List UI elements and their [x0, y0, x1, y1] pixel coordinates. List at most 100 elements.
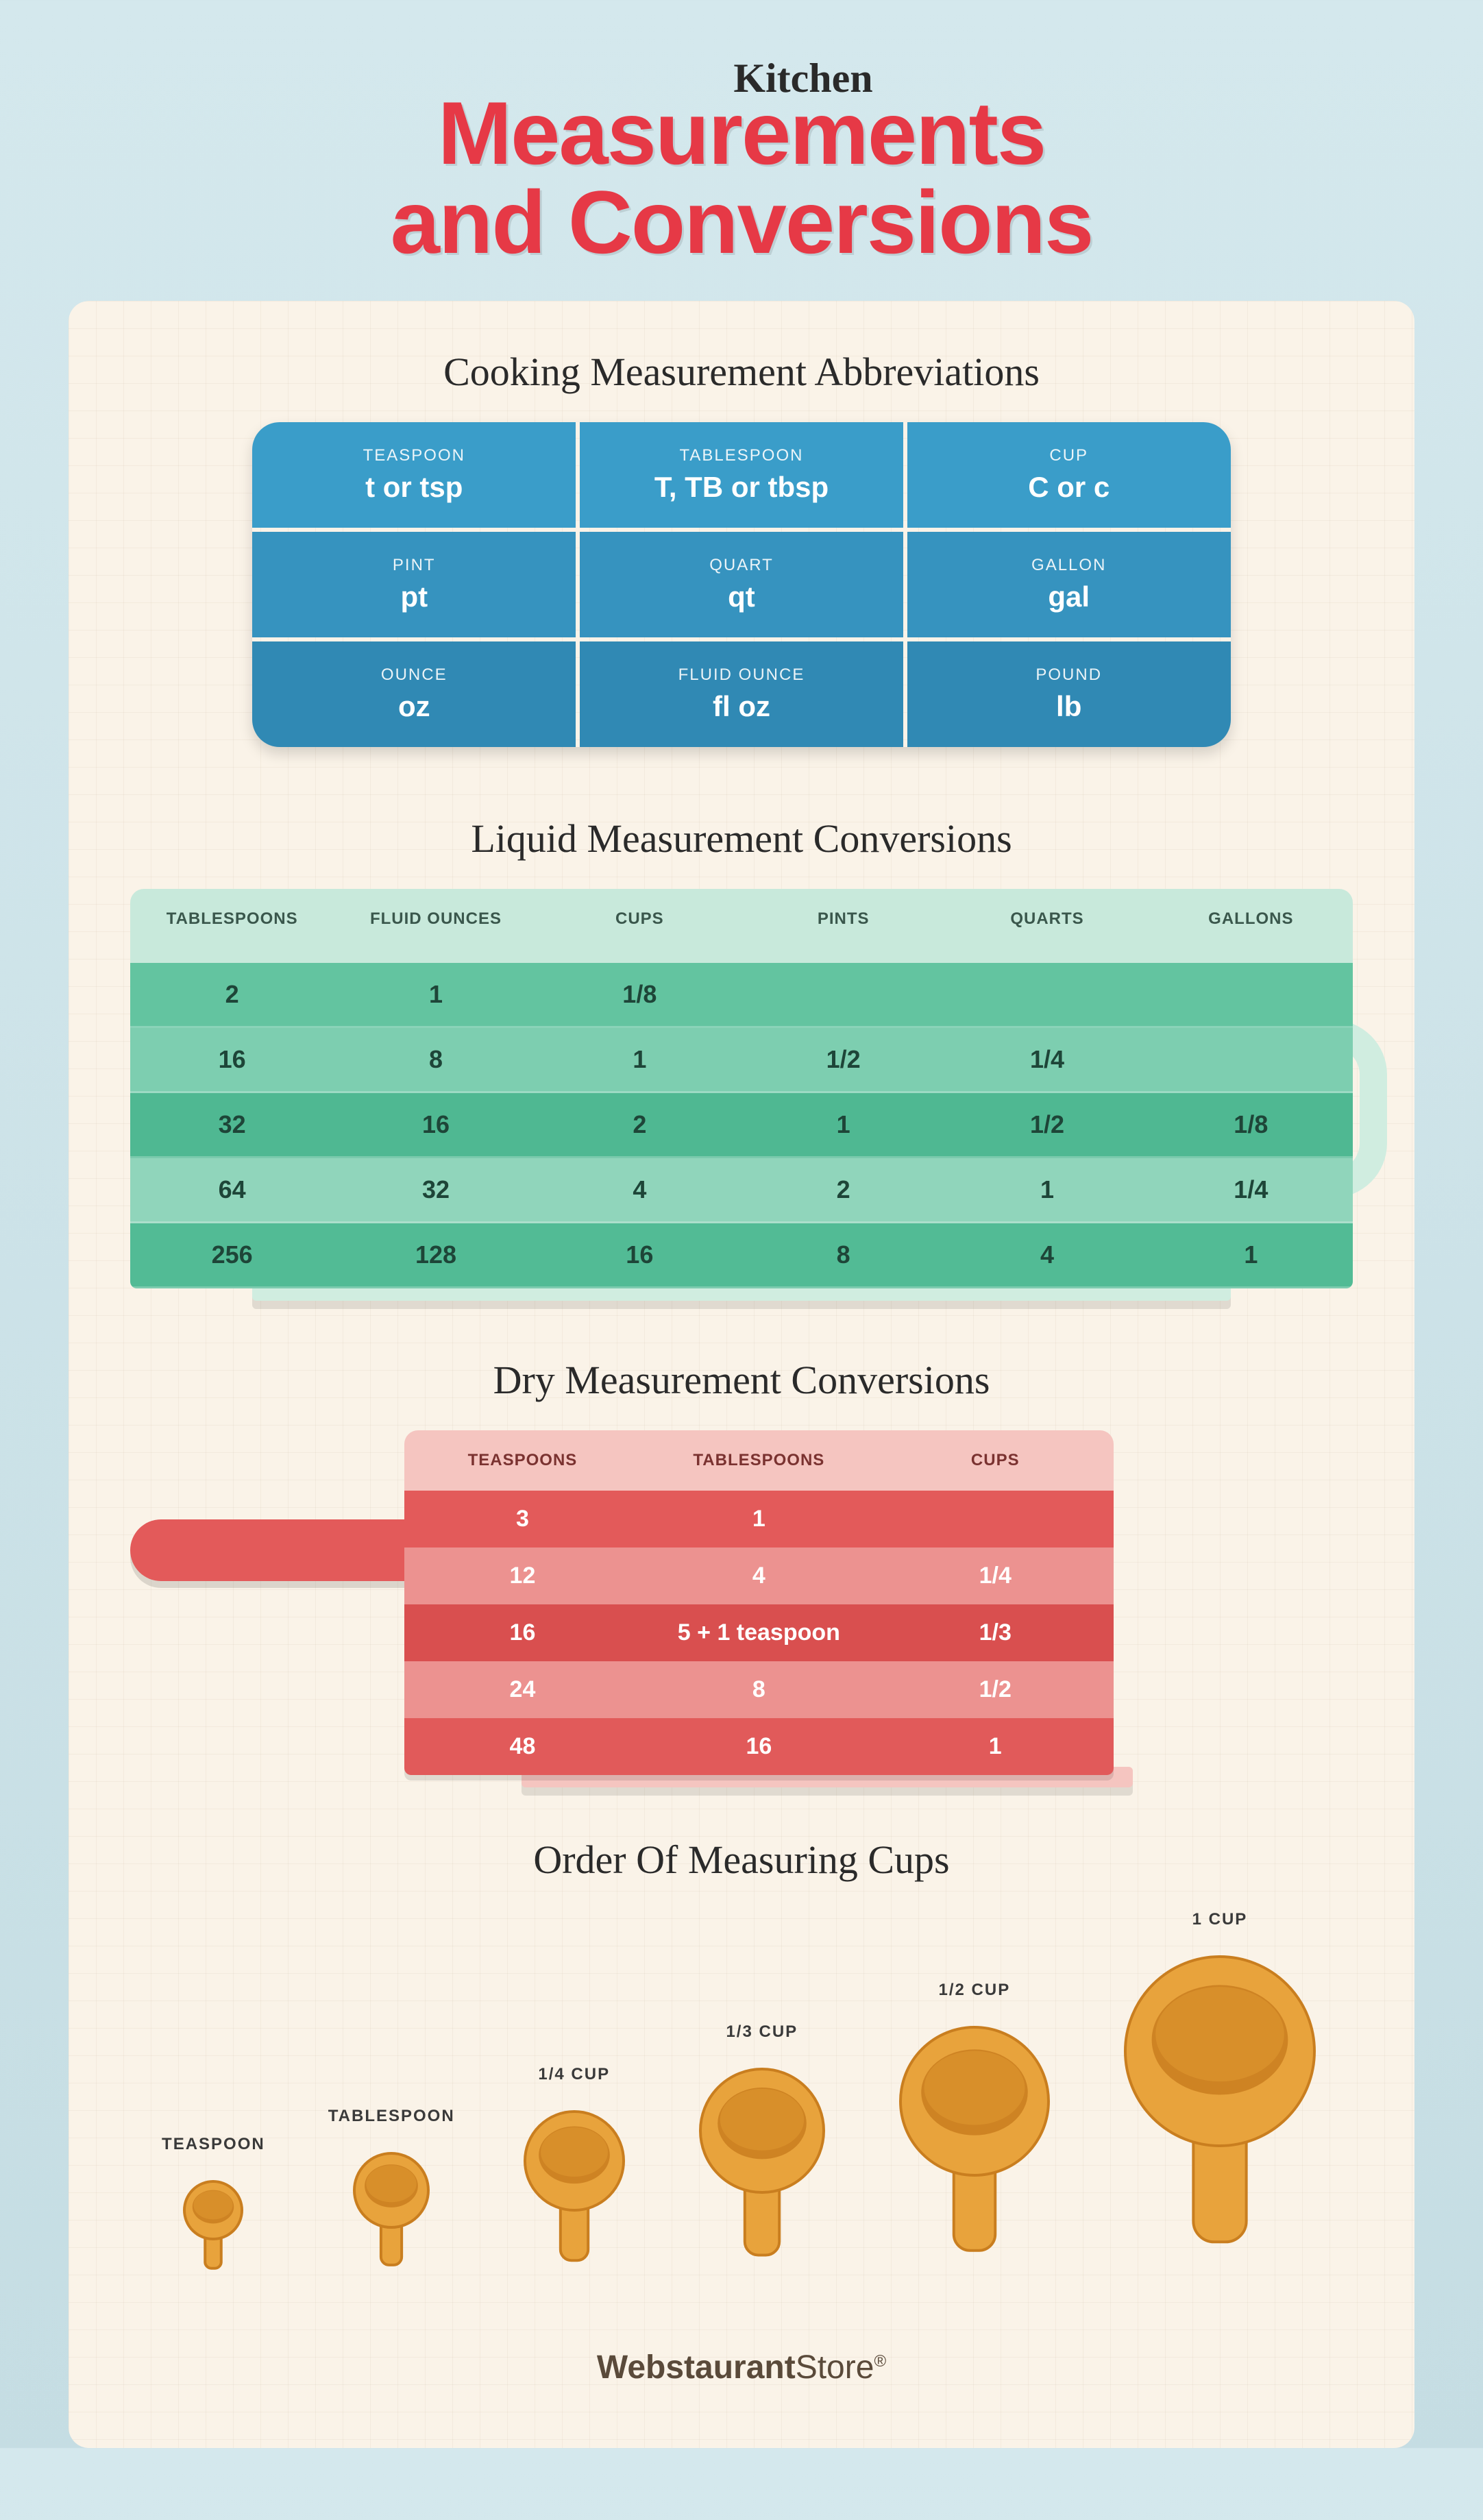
cup-item: 1/4 CUP: [518, 2065, 630, 2287]
abbrev-cell: QUARTqt: [580, 532, 903, 637]
dry-pan-illustration: TEASPOONSTABLESPOONSCUPS311241/4165 + 1 …: [130, 1430, 1353, 1775]
unit-name: GALLON: [921, 556, 1217, 575]
dry-header: CUPS: [877, 1430, 1114, 1491]
liquid-header: CUPS: [538, 889, 742, 963]
liquid-header: TABLESPOONS: [130, 889, 334, 963]
liquid-cell: 2: [742, 1158, 945, 1223]
liquid-cell: 64: [130, 1158, 334, 1223]
liquid-cell: 1/2: [742, 1028, 945, 1093]
cup-label: 1 CUP: [1118, 1910, 1321, 1929]
abbrev-cell: TABLESPOON T, TB or tbsp: [580, 422, 903, 528]
dry-cell: 1/2: [877, 1661, 1114, 1718]
dry-title: Dry Measurement Conversions: [130, 1357, 1353, 1403]
unit-name: PINT: [266, 556, 562, 575]
cup-item: 1 CUP: [1118, 1910, 1321, 2287]
dry-cell: [877, 1491, 1114, 1548]
unit-name: TABLESPOON: [593, 446, 890, 465]
title-line1: Measurements: [438, 83, 1045, 183]
cup-item: TEASPOON: [162, 2135, 265, 2287]
cups-row: TEASPOON TABLESPOON 1/4 CUP 1/3 CUP 1/2 CUP 1…: [130, 1910, 1353, 2287]
liquid-title: Liquid Measurement Conversions: [130, 816, 1353, 861]
content-card: Cooking Measurement Abbreviations TEASPO…: [69, 301, 1414, 2448]
measuring-cup-icon: [894, 2020, 1055, 2287]
abbrev-cell: OUNCE oz: [252, 641, 576, 747]
brand-footer: WebstaurantStore®: [130, 2328, 1353, 2407]
liquid-cell: 1/8: [538, 963, 742, 1028]
brand-part-b: Store: [796, 2349, 874, 2386]
dry-cell: 24: [404, 1661, 641, 1718]
dry-cell: 5 + 1 teaspoon: [641, 1604, 877, 1661]
abbrev-cell: CUP C or c: [907, 422, 1231, 528]
liquid-cell: 8: [334, 1028, 537, 1093]
unit-abbrev: pt: [266, 580, 562, 613]
unit-abbrev: gal: [921, 580, 1217, 613]
unit-abbrev: C or c: [921, 471, 1217, 504]
liquid-cell: 32: [334, 1158, 537, 1223]
liquid-cell: 1: [538, 1028, 742, 1093]
dry-cell: 12: [404, 1548, 641, 1604]
abbrev-cell: POUND lb: [907, 641, 1231, 747]
liquid-cell: 1: [742, 1093, 945, 1158]
page-title: Measurements and Conversions: [0, 88, 1483, 267]
dry-header: TABLESPOONS: [641, 1430, 877, 1491]
liquid-cell: 1/8: [1149, 1093, 1353, 1158]
measuring-cup-icon: [1118, 1950, 1321, 2287]
abbrev-cell: FLUID OUNCE fl oz: [580, 641, 903, 747]
liquid-header: GALLONS: [1149, 889, 1353, 963]
liquid-cell: 1/4: [945, 1028, 1149, 1093]
unit-name: OUNCE: [266, 665, 562, 685]
liquid-cell: 16: [538, 1223, 742, 1288]
brand-part-a: Webstaurant: [597, 2349, 796, 2386]
cup-label: 1/2 CUP: [894, 1981, 1055, 2000]
dry-cell: 3: [404, 1491, 641, 1548]
dry-cell: 4: [641, 1548, 877, 1604]
unit-abbrev: oz: [266, 690, 562, 723]
unit-name: TEASPOON: [266, 446, 562, 465]
unit-name: FLUID OUNCE: [593, 665, 890, 685]
dry-cell: 1: [877, 1718, 1114, 1775]
unit-name: CUP: [921, 446, 1217, 465]
liquid-cup-illustration: TABLESPOONSFLUID OUNCESCUPSPINTSQUARTSGA…: [130, 889, 1353, 1288]
liquid-cell: [1149, 963, 1353, 1028]
cup-item: 1/3 CUP: [694, 2022, 831, 2287]
unit-abbrev: fl oz: [593, 690, 890, 723]
liquid-cell: 32: [130, 1093, 334, 1158]
unit-name: QUART: [593, 556, 890, 575]
pan-handle-icon: [130, 1519, 425, 1581]
liquid-cell: [742, 963, 945, 1028]
abbrev-cell: PINT pt: [252, 532, 576, 637]
unit-abbrev: lb: [921, 690, 1217, 723]
liquid-cell: 4: [945, 1223, 1149, 1288]
cup-item: TABLESPOON: [328, 2107, 455, 2287]
cup-item: 1/2 CUP: [894, 1981, 1055, 2287]
cup-label: TEASPOON: [162, 2135, 265, 2154]
cup-label: 1/4 CUP: [518, 2065, 630, 2084]
liquid-cell: 8: [742, 1223, 945, 1288]
title-line2: and Conversions: [391, 172, 1093, 272]
liquid-cell: 2: [130, 963, 334, 1028]
dry-table: TEASPOONSTABLESPOONSCUPS311241/4165 + 1 …: [404, 1430, 1114, 1775]
measuring-cup-icon: [347, 2146, 435, 2287]
dry-cell: 1/3: [877, 1604, 1114, 1661]
unit-abbrev: t or tsp: [266, 471, 562, 504]
liquid-header: QUARTS: [945, 889, 1149, 963]
liquid-cell: 4: [538, 1158, 742, 1223]
liquid-cell: 128: [334, 1223, 537, 1288]
liquid-cell: 1/4: [1149, 1158, 1353, 1223]
liquid-cell: 16: [334, 1093, 537, 1158]
unit-name: POUND: [921, 665, 1217, 685]
dry-cell: 16: [404, 1604, 641, 1661]
liquid-cell: 1: [334, 963, 537, 1028]
liquid-table: TABLESPOONSFLUID OUNCESCUPSPINTSQUARTSGA…: [130, 889, 1353, 1288]
cups-title: Order Of Measuring Cups: [130, 1837, 1353, 1883]
measuring-cup-icon: [177, 2175, 249, 2287]
liquid-cell: 2: [538, 1093, 742, 1158]
dry-cell: 1: [641, 1491, 877, 1548]
liquid-header: FLUID OUNCES: [334, 889, 537, 963]
unit-abbrev: T, TB or tbsp: [593, 471, 890, 504]
abbrev-title: Cooking Measurement Abbreviations: [130, 349, 1353, 395]
liquid-header: PINTS: [742, 889, 945, 963]
dry-cell: 16: [641, 1718, 877, 1775]
dry-cell: 48: [404, 1718, 641, 1775]
liquid-cell: 256: [130, 1223, 334, 1288]
